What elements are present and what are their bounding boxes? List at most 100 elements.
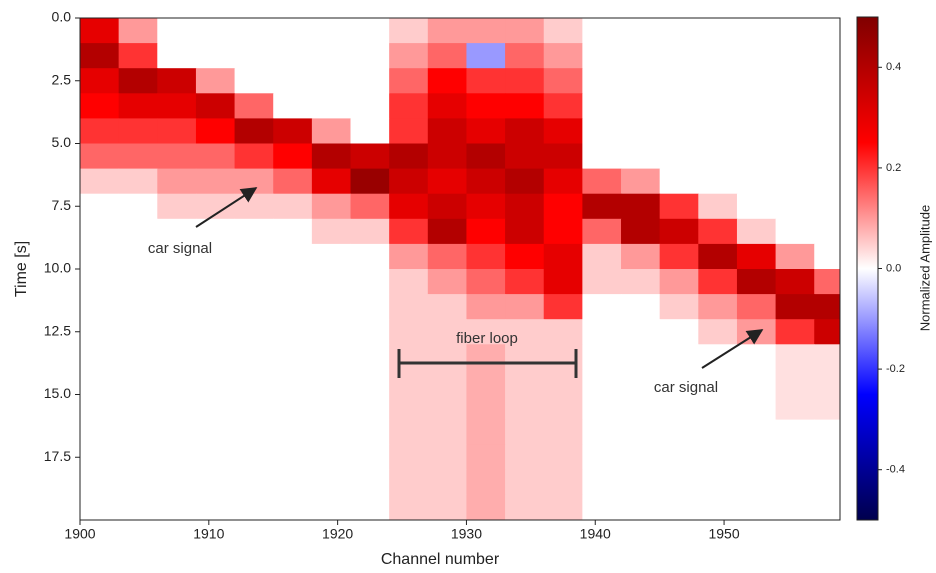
- heatmap-cell: [427, 344, 467, 370]
- heatmap-cell: [389, 394, 429, 421]
- heatmap-cell: [195, 43, 236, 69]
- heatmap-cell: [814, 269, 840, 295]
- heatmap-cell: [427, 18, 467, 44]
- heatmap-cell: [698, 218, 738, 245]
- heatmap-cell: [350, 193, 390, 220]
- heatmap-cell: [582, 394, 622, 421]
- heatmap-cell: [427, 143, 467, 170]
- heatmap-cell: [505, 243, 545, 270]
- heatmap-cell: [273, 168, 313, 195]
- heatmap-cell: [736, 168, 777, 195]
- heatmap-cell: [195, 118, 236, 144]
- annotation-arrow: [195, 187, 258, 228]
- heatmap-cell: [311, 369, 352, 395]
- heatmap-cell: [195, 18, 236, 44]
- heatmap-cell: [698, 118, 738, 144]
- heatmap-cell: [234, 294, 274, 320]
- heatmap-cell: [273, 294, 313, 320]
- heatmap-cell: [157, 419, 197, 446]
- heatmap-cell: [234, 469, 274, 496]
- heatmap-cell: [350, 444, 390, 471]
- heatmap-cell: [195, 168, 236, 195]
- heatmap-cell: [466, 444, 506, 471]
- heatmap-cell: [659, 193, 699, 220]
- heatmap-cell: [814, 193, 840, 220]
- heatmap-cell: [621, 294, 661, 320]
- heatmap-cell: [273, 143, 313, 170]
- heatmap-cell: [311, 18, 352, 44]
- heatmap-cell: [80, 68, 120, 94]
- heatmap-cell: [775, 68, 815, 94]
- heatmap-cell: [775, 193, 815, 220]
- heatmap-cell: [311, 218, 352, 245]
- heatmap-cell: [659, 319, 699, 345]
- heatmap-cell: [466, 218, 506, 245]
- heatmap-cell: [466, 193, 506, 220]
- heatmap-cell: [427, 394, 467, 421]
- heatmap-cell: [814, 444, 840, 471]
- heatmap-cell: [582, 369, 622, 395]
- heatmap-cell: [736, 294, 777, 320]
- heatmap-cell: [350, 168, 390, 195]
- heatmap-cell: [311, 344, 352, 370]
- heatmap-cell: [157, 18, 197, 44]
- heatmap-cell: [736, 18, 777, 44]
- fiber-loop-bracket: [397, 349, 578, 378]
- heatmap-cell: [582, 68, 622, 94]
- x-tick-label: 1900: [64, 526, 95, 542]
- heatmap-cell: [273, 243, 313, 270]
- heatmap-cell: [389, 369, 429, 395]
- heatmap-cell: [80, 344, 120, 370]
- heatmap-cell: [234, 394, 274, 421]
- heatmap-cell: [736, 218, 777, 245]
- heatmap-cell: [234, 369, 274, 395]
- heatmap-cell: [80, 469, 120, 496]
- heatmap-cell: [389, 243, 429, 270]
- heatmap-cell: [157, 143, 197, 170]
- heatmap-cell: [157, 218, 197, 245]
- heatmap-cell: [582, 494, 622, 520]
- heatmap-cell: [543, 243, 583, 270]
- heatmap-cell: [427, 218, 467, 245]
- heatmap-cell: [543, 18, 583, 44]
- heatmap-cell: [698, 319, 738, 345]
- heatmap-cell: [543, 93, 583, 119]
- colorbar-label: Normalized Amplitude: [917, 205, 932, 331]
- heatmap-cell: [157, 444, 197, 471]
- x-tick-label: 1950: [708, 526, 739, 542]
- heatmap-cell: [157, 243, 197, 270]
- heatmap-cell: [814, 494, 840, 520]
- heatmap-cell: [466, 319, 506, 345]
- heatmap-cell: [659, 269, 699, 295]
- heatmap-cell: [621, 444, 661, 471]
- heatmap-cell: [427, 444, 467, 471]
- heatmap-cell: [505, 294, 545, 320]
- heatmap-cell: [234, 269, 274, 295]
- x-tick-label: 1920: [322, 526, 353, 542]
- y-tick-label: 17.5: [44, 448, 71, 464]
- heatmap-cell: [621, 344, 661, 370]
- heatmap-cell: [80, 369, 120, 395]
- heatmap-cell: [234, 419, 274, 446]
- heatmap-cell: [80, 143, 120, 170]
- heatmap-cell: [814, 369, 840, 395]
- colorbar-tick-label: 0.0: [886, 262, 901, 274]
- heatmap-cell: [659, 93, 699, 119]
- heatmap-cell: [505, 319, 545, 345]
- heatmap-cell: [234, 18, 274, 44]
- colorbar: [856, 16, 879, 521]
- heatmap-cell: [659, 218, 699, 245]
- heatmap-cell: [698, 419, 738, 446]
- heatmap-cell: [466, 68, 506, 94]
- heatmap-cell: [659, 18, 699, 44]
- heatmap-cell: [582, 193, 622, 220]
- heatmap-cell: [775, 344, 815, 370]
- heatmap-cell: [582, 43, 622, 69]
- heatmap-cell: [466, 419, 506, 446]
- heatmap-cell: [698, 168, 738, 195]
- heatmap-cell: [195, 68, 236, 94]
- heatmap-cell: [466, 143, 506, 170]
- heatmap-cell: [659, 243, 699, 270]
- heatmap-cell: [814, 319, 840, 345]
- heatmap-cell: [466, 269, 506, 295]
